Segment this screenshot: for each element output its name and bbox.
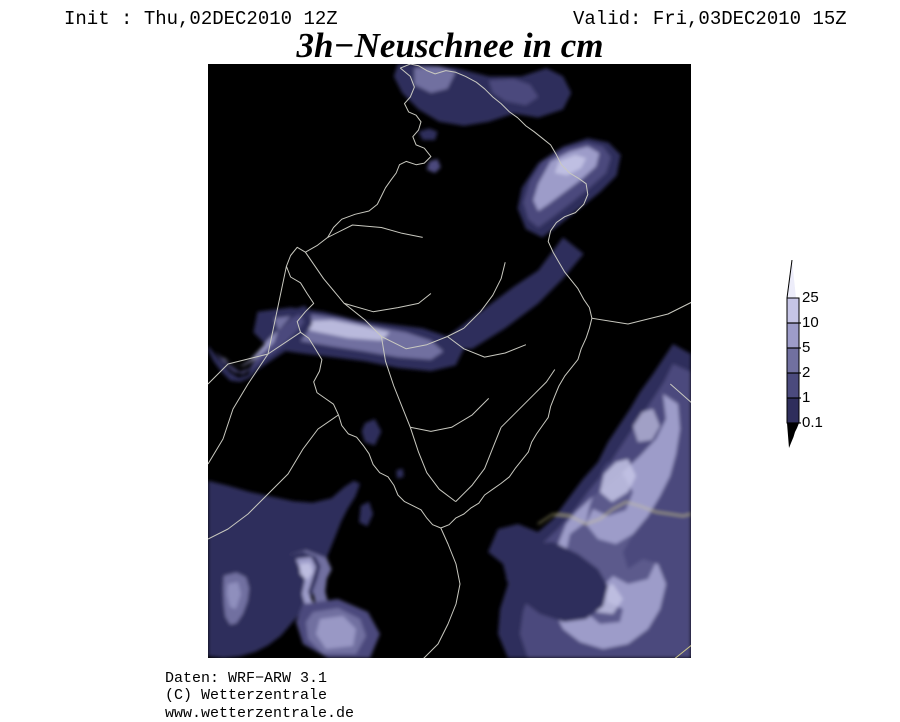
svg-text:1: 1 — [802, 389, 810, 406]
svg-text:10: 10 — [802, 314, 819, 331]
svg-text:5: 5 — [802, 339, 810, 356]
svg-text:25: 25 — [802, 289, 819, 306]
svg-text:2: 2 — [802, 364, 810, 381]
svg-text:0.1: 0.1 — [802, 414, 823, 431]
